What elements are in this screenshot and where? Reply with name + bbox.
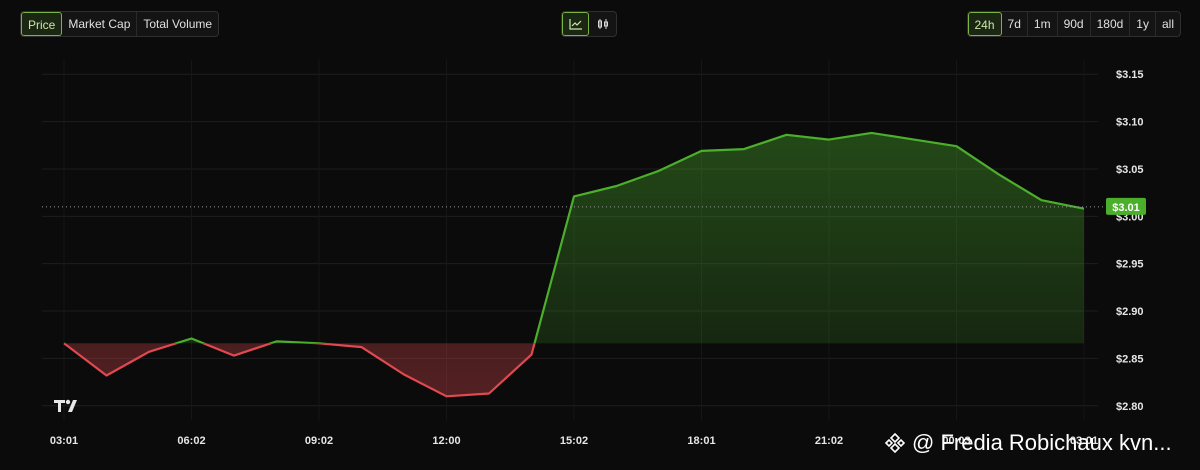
range-all[interactable]: all <box>1161 17 1174 31</box>
watermark: @ Fredia Robichaux kvn... <box>884 430 1172 456</box>
range-180d[interactable]: 180d <box>1091 12 1131 36</box>
area-below-baseline <box>64 343 535 397</box>
x-tick-label: 18:01 <box>687 435 715 447</box>
x-tick-label: 03:01 <box>1070 435 1098 447</box>
y-tick-label: $2.95 <box>1116 259 1144 271</box>
x-tick-label: 00:03 <box>942 435 970 447</box>
tradingview-icon[interactable] <box>54 398 84 419</box>
tab-price[interactable]: Price <box>21 12 63 36</box>
x-tick-label: 21:02 <box>815 435 843 447</box>
y-tick-label: $2.85 <box>1116 353 1144 365</box>
range-1m[interactable]: 1m <box>1028 12 1058 36</box>
time-range-selector: 24h 7d 1m 90d 180d 1y all <box>966 11 1181 37</box>
area-above-baseline <box>64 132 1084 344</box>
y-tick-label: $2.80 <box>1116 401 1144 413</box>
line-chart-button[interactable] <box>562 12 589 36</box>
range-90d[interactable]: 90d <box>1058 12 1091 36</box>
line-chart-icon <box>568 18 583 30</box>
current-price-badge <box>1106 197 1146 215</box>
x-tick-label: 06:02 <box>177 435 205 447</box>
y-tick-label: $2.90 <box>1116 306 1144 318</box>
candlestick-icon <box>596 18 610 30</box>
range-1y[interactable]: 1y <box>1130 12 1156 36</box>
candlestick-button[interactable] <box>589 12 616 36</box>
chart-type-toggle <box>561 11 617 37</box>
y-tick-label: $3.10 <box>1116 117 1144 129</box>
tab-total-volume[interactable]: Total Volume <box>143 17 213 31</box>
metric-tabs: Price Market Cap Total Volume <box>20 11 220 37</box>
tab-market-cap[interactable]: Market Cap <box>62 12 138 36</box>
y-tick-label: $3.05 <box>1116 164 1144 176</box>
current-price-label: $3.01 <box>1112 202 1140 214</box>
x-tick-label: 09:02 <box>305 435 333 447</box>
price-line-down <box>63 343 536 398</box>
x-tick-label: 12:00 <box>432 435 460 447</box>
watermark-text: @ Fredia Robichaux kvn... <box>912 430 1172 455</box>
y-tick-label: $3.15 <box>1116 69 1144 81</box>
price-line-up <box>64 131 1085 344</box>
range-24h[interactable]: 24h <box>967 12 1002 36</box>
x-tick-label: 03:01 <box>50 435 78 447</box>
range-7d[interactable]: 7d <box>1002 12 1028 36</box>
x-tick-label: 15:02 <box>560 435 588 447</box>
binance-icon <box>884 432 906 454</box>
